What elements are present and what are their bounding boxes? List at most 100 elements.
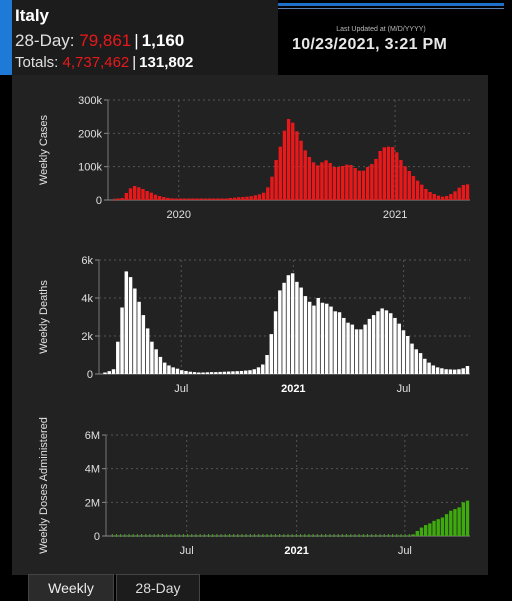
cases-bar [382,147,386,200]
summary-header: Italy 28-Day: 79,861 | 1,160 Totals: 4,737… [0,0,278,75]
cases-bar [378,151,382,200]
deaths-bar [231,371,235,374]
cases-bar [440,196,445,200]
doses-bar [444,514,449,536]
cases-bar [228,198,233,200]
cases-bar [241,197,245,200]
cases-bar [257,194,262,200]
cases-bar [216,198,220,200]
deaths-bar [239,370,244,374]
cases-bar [307,157,312,200]
cases-bar [303,150,307,200]
doses-bar [436,519,440,536]
deaths-bar [337,312,342,374]
deaths-bar [150,341,154,374]
tab-28-day[interactable]: 28-Day [116,574,200,601]
cases-bar [153,194,158,200]
cases-bar [162,197,166,200]
cases-bar [157,196,162,200]
deaths-bar [384,310,389,374]
cases-bar [253,195,257,200]
doses-bar [432,520,436,536]
cases-bar [386,146,391,200]
doses-y-axis-label: Weekly Doses Administered [38,417,50,554]
deaths-bar [325,303,329,374]
cases-bar [245,196,249,200]
deaths-bar [214,372,218,374]
deaths-bar [248,370,252,374]
cases-x-tick-label: 2020 [166,209,190,221]
deaths-x-tick-label: Jul [397,383,411,395]
deaths-bar [226,371,231,374]
deaths-y-tick-label: 4k [81,293,93,305]
cases-bar [203,198,208,200]
deaths-bar [209,372,214,374]
deaths-bar [137,301,141,374]
cases-bar [316,165,320,200]
cases-bar [178,198,183,200]
cases-bar [328,163,332,200]
cases-y-axis-label: Weekly Cases [38,114,50,185]
deaths-bar [380,308,384,374]
cases-bar [124,193,128,200]
cases-bar [415,180,420,200]
totals-label: Totals: [15,54,59,71]
cases-bar [403,166,407,200]
deaths-x-tick-label: Jul [174,383,188,395]
deaths-bar [162,362,167,374]
cases-bar [236,197,241,200]
cases-bar [141,189,145,200]
cases-bar [195,198,199,200]
doses-y-tick-label: 2M [85,497,100,509]
deaths-y-tick-label: 2k [81,331,93,343]
deaths-y-tick-label: 6k [81,255,93,267]
deaths-bar [184,370,188,374]
deaths-bar [273,311,278,374]
cases-x-tick-label: 2021 [383,209,407,221]
deaths-bar [171,367,175,374]
deaths-bar [431,365,436,374]
deaths-bar [350,324,355,374]
deaths-bar [388,313,393,374]
tab-weekly[interactable]: Weekly [28,574,114,601]
deaths-bar [128,277,133,374]
cases-bar [145,191,149,200]
deaths-bar [278,290,282,374]
deaths-bar [188,371,193,374]
cases-bar [370,164,374,200]
doses-bar [440,517,445,536]
cases-bar [411,176,416,200]
cases-bar [116,198,120,200]
doses-bar [449,510,453,536]
deaths-bar [376,311,380,374]
deaths-bar [414,349,419,374]
deaths-bar [120,307,124,374]
deaths-bar [406,336,410,374]
deaths-bar [111,369,116,374]
deaths-bar [457,369,461,374]
28-day-cases: 79,861 [79,31,132,50]
deaths-bar [197,372,201,374]
deaths-bar [329,306,333,374]
doses-y-tick-label: 4M [85,464,100,476]
deaths-bar [103,372,107,374]
doses-chart: 0 2M 4M 6M Jul 2021 Jul Weekly Doses Administer… [38,417,470,557]
deaths-bar [320,302,325,374]
top-rule-thin [278,8,504,9]
deaths-bar [235,371,239,374]
deaths-bar [367,318,372,374]
deaths-bar [363,324,367,374]
cases-bar [407,171,411,200]
doses-x-tick-label: 2021 [284,545,308,557]
cases-bar [282,130,287,200]
cases-bar [120,198,124,200]
doses-y-tick-label: 6M [85,430,100,442]
deaths-bar [427,362,431,374]
deaths-bar [333,311,337,374]
cases-y-tick-label: 100k [78,162,102,174]
charts-svg: 0 100k 200k 300k 2020 2021 Weekly Cases 0 2k 4k 6k… [38,95,470,557]
deaths-bar [312,305,316,374]
doses-bar [457,507,461,536]
last-updated-value: 10/23/2021, 3:21 PM [292,36,448,53]
total-deaths: 131,802 [139,54,194,71]
